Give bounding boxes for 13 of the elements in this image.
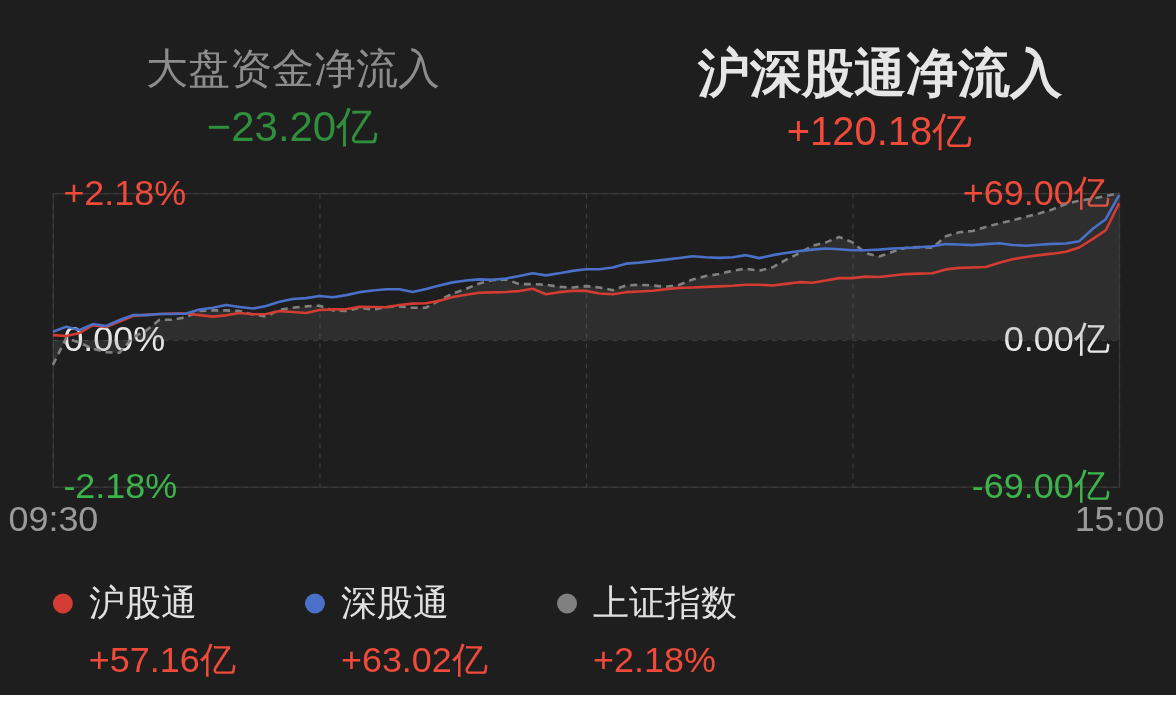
- legend-label: 沪股通: [88, 581, 197, 623]
- y-tick-label: +2.18%: [63, 171, 187, 213]
- text: 大盘资金净流入: [145, 45, 440, 93]
- y2-tick-label: 0.00亿: [1003, 318, 1110, 360]
- legend-label: 深股通: [340, 581, 449, 623]
- text: +2.18%: [592, 639, 716, 681]
- chart-subtitle: +120.18亿: [786, 109, 973, 154]
- y2-tick-label: +69.00亿: [962, 171, 1110, 213]
- text: +63.02亿: [340, 639, 488, 681]
- text: +57.16亿: [88, 639, 236, 681]
- legend-label: 上证指数: [592, 581, 737, 623]
- chart-title: 沪深股通净流入: [696, 44, 1063, 103]
- text: −23.20亿: [206, 103, 379, 151]
